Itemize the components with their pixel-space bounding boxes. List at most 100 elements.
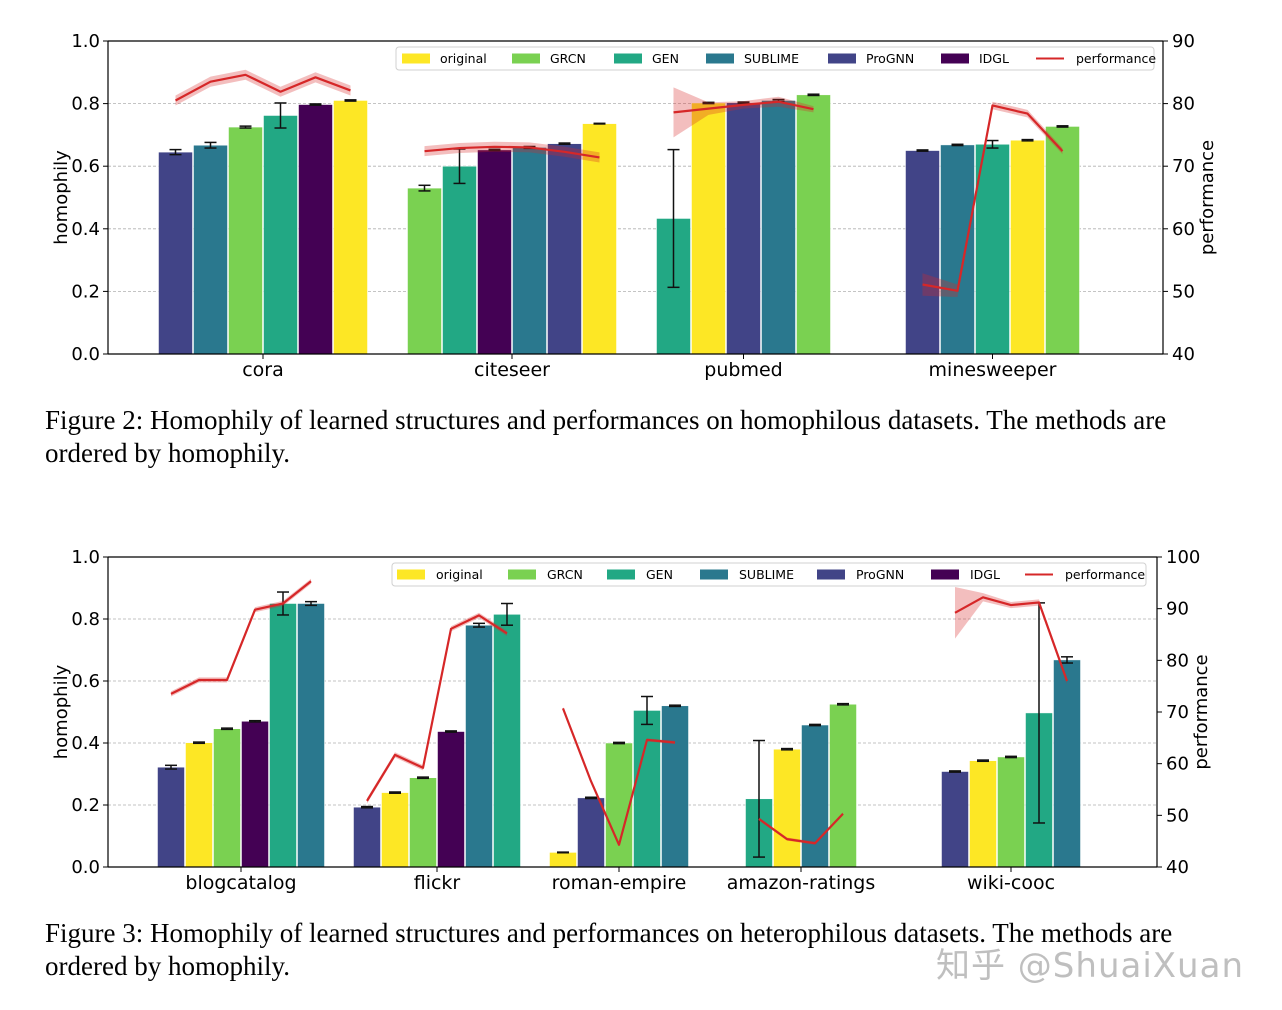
y-tick-label: 0.4 — [71, 219, 100, 240]
y2-tick-label: 90 — [1166, 599, 1189, 620]
performance-band-pubmed — [673, 87, 814, 138]
y2-tick-label: 80 — [1166, 650, 1189, 671]
performance-line-blogcatalog — [170, 580, 312, 695]
legend-swatch-GRCN — [508, 569, 536, 580]
bar-cora-ProGNN — [158, 151, 193, 355]
y-tick-label: 0.8 — [71, 609, 100, 630]
y2-axis-label: performance — [1197, 140, 1218, 255]
legend-swatch-GEN — [614, 53, 642, 64]
y-tick-label: 0.6 — [71, 671, 100, 692]
legend-swatch-SUBLIME — [700, 569, 728, 580]
y-tick-label: 1.0 — [71, 31, 100, 52]
figure-3-chart: blogcatalog flickr roman-empire amazon-rati… — [51, 547, 1212, 894]
figure-2-caption: Figure 2: Homophily of learned structure… — [45, 405, 1167, 468]
legend-swatch-SUBLIME — [706, 53, 734, 64]
group-label-blogcatalog: blogcatalog — [185, 872, 296, 894]
y2-axis-label: performance — [1191, 654, 1212, 769]
group-label-wiki-cooc: wiki-cooc — [967, 872, 1055, 894]
y-tick-label: 0.2 — [71, 795, 100, 816]
bar-roman-empire-SUBLIME — [661, 705, 689, 868]
performance-line-roman-empire — [561, 707, 676, 846]
performance-band-flickr — [367, 612, 507, 804]
performance-line-cora — [174, 73, 351, 102]
figure-3-caption: Figure 3: Homophily of learned structure… — [45, 918, 1173, 981]
bar-wiki-cooc-original — [969, 760, 997, 868]
performance-line-wiki-cooc — [954, 596, 1069, 682]
bar-pubmed-ProGNN — [726, 102, 761, 355]
legend-label-GEN: GEN — [652, 51, 679, 66]
bar-minesweeper-SUBLIME — [940, 144, 975, 355]
performance-band-blogcatalog — [171, 578, 311, 697]
bar-amazon-ratings-SUBLIME — [801, 724, 829, 868]
performance-line-minesweeper — [922, 104, 1064, 292]
bar-amazon-ratings-original — [773, 748, 801, 868]
legend-box — [391, 562, 1147, 587]
bar-cora-SUBLIME — [193, 144, 228, 355]
bar-wiki-cooc-GRCN — [997, 756, 1025, 868]
legend-label-SUBLIME: SUBLIME — [744, 51, 799, 66]
group-label-pubmed: pubmed — [704, 359, 782, 381]
legend-label-IDGL: IDGL — [970, 567, 1000, 582]
bar-cora-GRCN — [228, 126, 263, 355]
y2-tick-label: 70 — [1172, 156, 1195, 177]
performance-line-flickr — [366, 614, 508, 802]
legend-label-original: original — [440, 51, 487, 66]
bar-wiki-cooc-SUBLIME — [1053, 659, 1081, 868]
bar-roman-empire-GRCN — [605, 742, 633, 868]
y-tick-label: 1.0 — [71, 547, 100, 568]
bar-flickr-GEN — [493, 614, 521, 868]
y-tick-label: 0.2 — [71, 281, 100, 302]
y-tick-label: 0.8 — [71, 94, 100, 115]
bar-pubmed-original — [691, 102, 726, 355]
y2-tick-label: 90 — [1172, 31, 1195, 52]
legend-box — [395, 46, 1155, 71]
bar-blogcatalog-GEN — [269, 603, 297, 868]
bar-flickr-SUBLIME — [465, 624, 493, 868]
bar-flickr-IDGL — [437, 731, 465, 868]
legend-swatch-GRCN — [512, 53, 540, 64]
bar-citeseer-SUBLIME — [512, 147, 547, 355]
bar-pubmed-SUBLIME — [761, 100, 796, 355]
y2-tick-label: 50 — [1166, 805, 1189, 826]
bar-flickr-original — [381, 792, 409, 868]
bar-citeseer-IDGL — [477, 149, 512, 355]
legend-swatch-IDGL — [941, 53, 969, 64]
bar-blogcatalog-GRCN — [213, 728, 241, 868]
legend-label-GRCN: GRCN — [550, 51, 586, 66]
y-tick-label: 0.6 — [71, 156, 100, 177]
y2-tick-label: 40 — [1172, 344, 1195, 365]
bar-cora-original — [333, 100, 368, 355]
group-label-citeseer: citeseer — [474, 359, 550, 381]
legend-label-IDGL: IDGL — [979, 51, 1009, 66]
y2-tick-label: 50 — [1172, 281, 1195, 302]
legend-label-GRCN: GRCN — [547, 567, 583, 582]
group-label-amazon-ratings: amazon-ratings — [727, 872, 875, 894]
bar-blogcatalog-IDGL — [241, 721, 269, 868]
bar-roman-empire-GEN — [633, 710, 661, 868]
bar-minesweeper-original — [1010, 139, 1045, 355]
y-tick-label: 0.0 — [71, 344, 100, 365]
y2-tick-label: 40 — [1166, 857, 1189, 878]
bar-citeseer-GRCN — [407, 187, 442, 355]
y2-tick-label: 100 — [1166, 547, 1200, 568]
legend-swatch-ProGNN — [828, 53, 856, 64]
legend-swatch-IDGL — [931, 569, 959, 580]
y-axis-label: homophily — [51, 150, 72, 245]
performance-line-pubmed — [673, 100, 814, 114]
group-label-flickr: flickr — [414, 872, 461, 894]
performance-band-wiki-cooc — [955, 586, 1067, 685]
bar-pubmed-GRCN — [796, 94, 831, 355]
legend-swatch-ProGNN — [817, 569, 845, 580]
legend-label-performance: performance — [1076, 51, 1156, 66]
legend-label-performance: performance — [1065, 567, 1145, 582]
bar-citeseer-original — [582, 123, 617, 355]
bar-cora-IDGL — [298, 104, 333, 355]
bar-amazon-ratings-GRCN — [829, 704, 857, 868]
bar-minesweeper-GEN — [975, 144, 1010, 355]
legend-label-SUBLIME: SUBLIME — [739, 567, 794, 582]
group-label-cora: cora — [242, 359, 284, 381]
performance-line-amazon-ratings — [758, 813, 844, 845]
bar-roman-empire-ProGNN — [577, 797, 605, 868]
bar-cora-GEN — [263, 115, 298, 355]
watermark: 知乎 @ShuaiXuan — [936, 946, 1244, 986]
